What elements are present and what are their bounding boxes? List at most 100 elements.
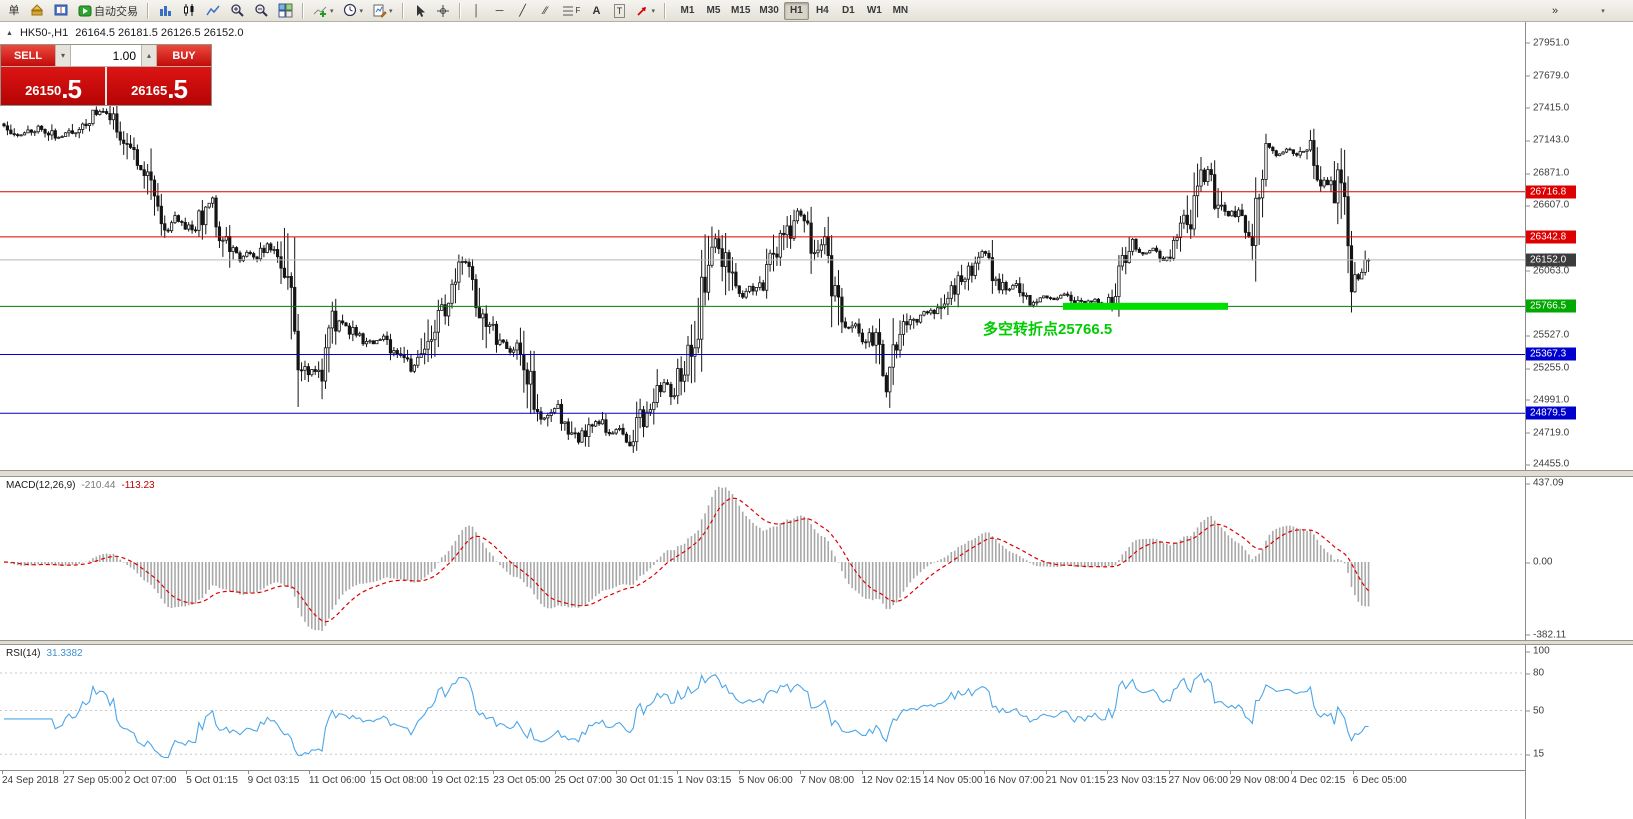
macd-chart[interactable] [0, 477, 1525, 640]
clock-icon [343, 3, 356, 17]
main-price-axis: 27951.0 27679.0 27415.0 27143.0 26871.0 26607… [1525, 22, 1633, 470]
price-tick: 26063.0 [1525, 265, 1570, 277]
zoom-in-button[interactable] [226, 1, 249, 21]
time-axis-label: 23 Oct 05:00 [493, 771, 551, 786]
rsi-chart[interactable] [0, 645, 1525, 770]
fibonacci-button[interactable]: F [558, 1, 585, 21]
price-tick: 27679.0 [1525, 70, 1570, 82]
timeframe-m15-button[interactable]: M15 [730, 5, 751, 16]
timeframe-m5-button[interactable]: M5 [706, 5, 721, 16]
arrows-button[interactable]: ▾ [631, 1, 659, 21]
resistance-lower-price-label: 26342.8 [1526, 230, 1576, 244]
price-axis[interactable]: 27951.0 27679.0 27415.0 27143.0 26871.0 26607… [1525, 22, 1633, 819]
new-order-button[interactable]: 单 [3, 1, 25, 21]
line-chart-button[interactable] [202, 1, 225, 21]
support-lower-price-label: 24879.5 [1526, 406, 1576, 420]
price-tick: 24719.0 [1525, 427, 1570, 439]
time-axis-label: 21 Nov 01:15 [1045, 771, 1106, 786]
text-label-button[interactable]: T [608, 1, 630, 21]
macd-value: -210.44 [81, 480, 116, 491]
cursor-button[interactable] [409, 1, 431, 21]
time-axis-label: 6 Dec 05:00 [1352, 771, 1407, 786]
autotrading-button[interactable]: 自动交易 [74, 1, 142, 21]
timeframe-d1-button[interactable]: D1 [841, 5, 855, 16]
new-order-icon: 单 [8, 4, 20, 17]
toolbar-separator [302, 2, 304, 19]
candlestick-chart-button[interactable] [178, 1, 201, 21]
toolbar: 单 自动交易 [0, 0, 1633, 22]
indicators-button[interactable]: ▾ [309, 1, 338, 21]
sell-button[interactable]: SELL [1, 45, 55, 66]
toolbar-options-button[interactable]: ▾ [1592, 1, 1614, 21]
macd-panel[interactable]: MACD(12,26,9) -210.44 -113.23 [0, 477, 1525, 640]
time-axis[interactable]: 24 Sep 2018 27 Sep 05:00 2 Oct 07:00 5 Oct … [0, 770, 1633, 790]
vertical-line-button[interactable]: │ [466, 1, 488, 21]
pyramid-icon [30, 4, 44, 16]
trendline-button[interactable]: ╱ [512, 1, 534, 21]
market-watch-button[interactable] [50, 1, 73, 21]
price-tick: 25255.0 [1525, 362, 1570, 374]
arrow-object-icon [637, 6, 647, 16]
equidistant-channel-button[interactable]: ∕∕ [535, 1, 557, 21]
support-upper-price-label: 25367.3 [1526, 347, 1576, 361]
rsi-axis: 100 80 50 15 [1525, 645, 1633, 770]
text-button[interactable]: A [585, 1, 607, 21]
price-tick: 27951.0 [1525, 37, 1570, 49]
panel-splitter[interactable] [0, 640, 1633, 645]
fibonacci-f-glyph: F [575, 5, 581, 15]
time-axis-label: 27 Nov 06:00 [1168, 771, 1229, 786]
zoom-in-icon [231, 4, 244, 17]
time-axis-label: 16 Nov 07:00 [984, 771, 1044, 786]
tile-windows-button[interactable] [274, 1, 297, 21]
volume-decrease-button[interactable]: ▾ [55, 45, 71, 66]
toolbar-overflow-button[interactable]: » [1544, 1, 1566, 21]
price-tick: 24991.0 [1525, 394, 1570, 406]
buy-price-fraction: .5 [167, 74, 188, 104]
market-depth-button[interactable] [26, 1, 49, 21]
book-icon [54, 4, 68, 16]
timeframe-h1-button[interactable]: H1 [783, 1, 809, 20]
panel-splitter[interactable] [0, 470, 1633, 477]
time-axis-label: 9 Oct 03:15 [247, 771, 300, 786]
timeframe-w1-button[interactable]: W1 [866, 5, 882, 16]
timeframe-m30-button[interactable]: M30 [759, 5, 779, 16]
crosshair-button[interactable] [432, 1, 454, 21]
time-axis-label: 19 Oct 02:15 [431, 771, 490, 786]
one-click-top-row: SELL ▾ 1.00 ▴ BUY [1, 45, 211, 67]
trendline-icon: ╱ [519, 4, 526, 17]
timeframe-h4-button[interactable]: H4 [815, 5, 829, 16]
volume-input[interactable]: 1.00 [71, 45, 141, 66]
chevron-down-icon: ▾ [330, 7, 334, 15]
rsi-axis-label: 80 [1525, 667, 1545, 679]
chart-area: 多空转折点25766.5 ▲ HK50-,H1 26164.5 26181.5 … [0, 22, 1633, 819]
macd-axis: 437.09 0.00 -382.11 [1525, 477, 1633, 640]
horizontal-line-button[interactable]: ─ [489, 1, 511, 21]
rsi-axis-label: 15 [1525, 748, 1545, 760]
buy-price-display[interactable]: 26165.5 [107, 67, 212, 105]
macd-axis-label: 437.09 [1526, 477, 1564, 489]
timeframe-m1-button[interactable]: M1 [680, 5, 695, 16]
line-chart-icon [206, 5, 220, 16]
macd-label: MACD(12,26,9) -210.44 -113.23 [6, 480, 155, 491]
chevron-down-icon: ▾ [359, 7, 364, 15]
main-chart-panel[interactable]: 多空转折点25766.5 ▲ HK50-,H1 26164.5 26181.5 … [0, 22, 1525, 470]
pivot-price-label: 25766.5 [1526, 299, 1576, 313]
candlestick-chart[interactable] [0, 22, 1525, 470]
collapse-icon[interactable]: ▲ [6, 29, 13, 37]
buy-button[interactable]: BUY [157, 45, 211, 66]
sell-price-display[interactable]: 26150.5 [1, 67, 106, 105]
chevron-down-icon: ▾ [389, 7, 393, 15]
rsi-panel[interactable]: RSI(14) 31.3382 [0, 645, 1525, 770]
rsi-value: 31.3382 [46, 648, 83, 659]
zoom-out-button[interactable] [250, 1, 273, 21]
time-axis-label: 7 Nov 08:00 [800, 771, 855, 786]
timeframe-mn-button[interactable]: MN [892, 5, 909, 16]
volume-increase-button[interactable]: ▴ [141, 45, 157, 66]
one-click-trading-panel: SELL ▾ 1.00 ▴ BUY 26150.5 26165.5 [0, 44, 212, 106]
cursor-icon [416, 4, 425, 17]
periods-button[interactable]: ▾ [339, 1, 368, 21]
bar-chart-button[interactable] [154, 1, 177, 21]
zoom-out-icon [255, 4, 268, 17]
templates-button[interactable]: ▾ [368, 1, 397, 21]
tile-windows-icon [278, 3, 293, 18]
